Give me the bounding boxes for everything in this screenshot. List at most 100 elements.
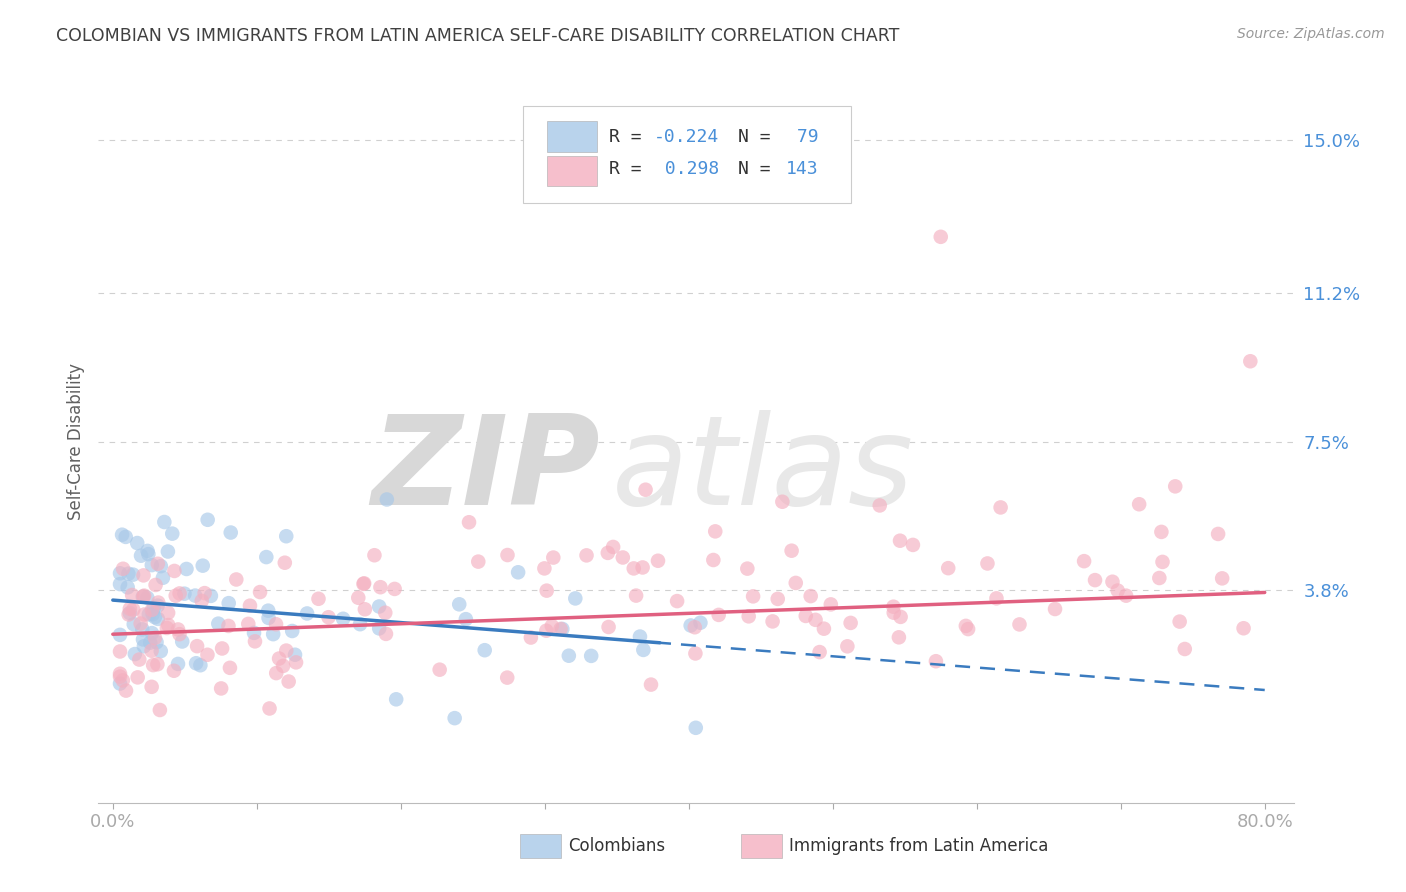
Point <box>363 548 385 562</box>
Point <box>808 645 831 659</box>
Text: atlas: atlas <box>613 410 914 531</box>
Point <box>1232 621 1254 635</box>
Point <box>146 657 169 672</box>
Point <box>1174 642 1197 657</box>
Point <box>558 648 581 663</box>
Point <box>353 576 375 591</box>
Point <box>742 590 765 604</box>
Point <box>890 610 912 624</box>
Text: R =: R = <box>609 161 652 178</box>
Point <box>368 599 391 614</box>
Point <box>1101 574 1123 589</box>
Text: 0.298: 0.298 <box>654 161 720 178</box>
Point <box>156 544 179 558</box>
Text: N =: N = <box>738 161 782 178</box>
Point <box>264 617 287 632</box>
Point <box>156 621 179 635</box>
Point <box>800 589 823 603</box>
Point <box>689 615 711 630</box>
Point <box>122 602 145 616</box>
Point <box>132 568 155 582</box>
Text: ZIP: ZIP <box>371 410 600 531</box>
Point <box>118 601 141 615</box>
Point <box>634 483 657 497</box>
Point <box>533 561 555 575</box>
Point <box>957 622 980 636</box>
Point <box>190 594 212 608</box>
Point <box>454 612 477 626</box>
Point <box>238 616 260 631</box>
Point <box>264 666 287 681</box>
Point <box>167 657 190 671</box>
Point <box>598 620 620 634</box>
Point <box>262 627 284 641</box>
Point <box>474 643 496 657</box>
Point <box>1115 589 1137 603</box>
Point <box>194 586 217 600</box>
Point <box>157 606 180 620</box>
Point <box>146 599 169 613</box>
Point <box>267 651 290 665</box>
Point <box>285 656 308 670</box>
Point <box>347 591 370 605</box>
Point <box>152 571 174 585</box>
Text: COLOMBIAN VS IMMIGRANTS FROM LATIN AMERICA SELF-CARE DISABILITY CORRELATION CHAR: COLOMBIAN VS IMMIGRANTS FROM LATIN AMERI… <box>56 27 900 45</box>
Point <box>243 634 266 648</box>
Point <box>986 591 1008 606</box>
Point <box>136 544 159 558</box>
Point <box>596 546 619 560</box>
Point <box>142 607 165 622</box>
Point <box>257 604 280 618</box>
FancyBboxPatch shape <box>741 834 782 858</box>
Point <box>148 595 170 609</box>
Point <box>375 492 398 507</box>
Point <box>540 619 562 633</box>
Point <box>702 553 724 567</box>
Point <box>685 721 707 735</box>
Point <box>108 676 131 690</box>
Point <box>1107 583 1129 598</box>
Point <box>149 703 172 717</box>
Point <box>508 566 530 580</box>
Point <box>145 578 167 592</box>
Point <box>683 620 706 634</box>
Point <box>225 573 247 587</box>
Point <box>132 640 155 654</box>
Point <box>172 634 194 648</box>
Point <box>281 624 304 638</box>
Point <box>837 640 859 654</box>
Text: Source: ZipAtlas.com: Source: ZipAtlas.com <box>1237 27 1385 41</box>
Point <box>820 598 842 612</box>
Point <box>112 562 135 576</box>
Point <box>564 591 586 606</box>
Point <box>804 613 827 627</box>
Point <box>1150 524 1173 539</box>
Point <box>108 566 131 581</box>
Point <box>443 711 465 725</box>
Point <box>132 632 155 647</box>
Point <box>889 533 911 548</box>
Point <box>138 547 160 561</box>
Point <box>936 561 959 575</box>
Text: N =: N = <box>738 128 782 145</box>
Point <box>274 556 297 570</box>
Point <box>108 670 131 684</box>
Point <box>122 617 145 632</box>
Point <box>162 526 184 541</box>
Point <box>496 671 519 685</box>
Point <box>131 623 153 637</box>
Point <box>176 562 198 576</box>
Point <box>1084 573 1107 587</box>
Point <box>543 550 565 565</box>
Point <box>249 585 271 599</box>
Point <box>353 577 375 591</box>
Point <box>1008 617 1031 632</box>
Point <box>197 648 219 662</box>
Point <box>117 607 139 622</box>
Point <box>124 647 146 661</box>
Point <box>108 628 131 642</box>
Point <box>259 701 281 715</box>
Point <box>132 590 155 604</box>
Point <box>883 606 905 620</box>
Point <box>839 615 862 630</box>
